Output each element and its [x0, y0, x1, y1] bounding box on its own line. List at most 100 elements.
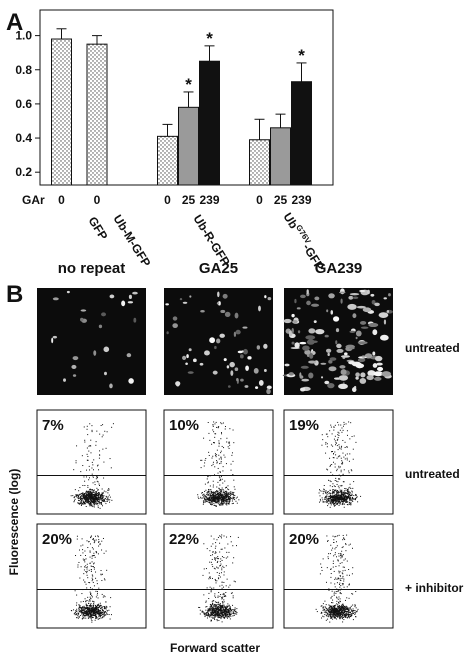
event-dot: [333, 502, 335, 504]
event-dot: [94, 535, 96, 537]
event-dot: [96, 494, 98, 496]
event-dot: [323, 611, 325, 613]
event-dot: [95, 590, 97, 592]
event-dot: [213, 494, 215, 496]
event-dot: [218, 501, 220, 503]
event-dot: [329, 606, 331, 608]
event-dot: [87, 577, 89, 579]
event-dot: [216, 501, 218, 503]
event-dot: [219, 478, 221, 480]
event-dot: [333, 492, 335, 494]
event-dot: [99, 544, 101, 546]
event-dot: [333, 426, 335, 428]
event-dot: [343, 456, 345, 458]
event-dot: [345, 608, 347, 610]
event-dot: [355, 607, 357, 609]
event-dot: [230, 491, 232, 493]
event-dot: [82, 484, 84, 486]
event-dot: [97, 612, 99, 614]
event-dot: [335, 613, 337, 615]
event-dot: [346, 430, 348, 432]
cell-signal: [227, 385, 231, 388]
event-dot: [209, 499, 211, 501]
event-dot: [222, 605, 224, 607]
cell-signal: [306, 353, 310, 357]
event-dot: [97, 476, 99, 478]
event-dot: [218, 578, 220, 580]
event-dot: [84, 496, 86, 498]
event-dot: [94, 615, 96, 617]
event-dot: [326, 498, 328, 500]
event-dot: [87, 494, 89, 496]
event-dot: [342, 607, 344, 609]
event-dot: [350, 488, 352, 490]
event-dot: [227, 608, 229, 610]
event-dot: [216, 454, 218, 456]
event-dot: [97, 535, 99, 537]
event-dot: [221, 478, 223, 480]
event-dot: [338, 487, 340, 489]
event-dot: [76, 538, 78, 540]
event-dot: [220, 432, 222, 434]
event-dot: [210, 498, 212, 500]
cell-signal: [80, 309, 87, 312]
event-dot: [342, 584, 344, 586]
event-dot: [103, 606, 105, 608]
event-dot: [218, 604, 220, 606]
event-dot: [208, 614, 210, 616]
event-dot: [215, 608, 217, 610]
event-dot: [338, 474, 340, 476]
event-dot: [73, 497, 75, 499]
cell-signal: [104, 371, 107, 376]
event-dot: [218, 616, 220, 618]
event-dot: [91, 615, 93, 617]
event-dot: [224, 500, 226, 502]
event-dot: [87, 491, 89, 493]
event-dot: [205, 612, 207, 614]
event-dot: [336, 501, 338, 503]
event-dot: [203, 501, 205, 503]
event-dot: [340, 490, 342, 492]
event-dot: [223, 574, 225, 576]
event-dot: [217, 608, 219, 610]
event-dot: [341, 613, 343, 615]
event-dot: [103, 500, 105, 502]
event-dot: [226, 500, 228, 502]
event-dot: [92, 502, 94, 504]
event-dot: [344, 491, 346, 493]
event-dot: [335, 495, 337, 497]
event-dot: [344, 488, 346, 490]
event-dot: [95, 503, 97, 505]
event-dot: [73, 501, 75, 503]
event-dot: [91, 580, 93, 582]
event-dot: [103, 614, 105, 616]
event-dot: [220, 558, 222, 560]
event-dot: [209, 603, 211, 605]
event-dot: [208, 576, 210, 578]
event-dot: [208, 475, 210, 477]
group-label: GFP: [85, 214, 110, 242]
event-dot: [339, 614, 341, 616]
event-dot: [209, 475, 211, 477]
event-dot: [222, 617, 224, 619]
event-dot: [99, 497, 101, 499]
event-dot: [211, 494, 213, 496]
event-dot: [338, 614, 340, 616]
event-dot: [329, 605, 331, 607]
event-dot: [341, 617, 343, 619]
cell-signal: [383, 319, 387, 325]
bar: [199, 60, 220, 186]
event-dot: [214, 491, 216, 493]
event-dot: [86, 566, 88, 568]
event-dot: [203, 502, 205, 504]
event-dot: [334, 616, 336, 618]
event-dot: [86, 610, 88, 612]
event-dot: [321, 569, 323, 571]
event-dot: [112, 423, 114, 425]
event-dot: [350, 614, 352, 616]
event-dot: [337, 607, 339, 609]
event-dot: [98, 604, 100, 606]
event-dot: [92, 538, 94, 540]
event-dot: [210, 555, 212, 557]
event-dot: [220, 458, 222, 460]
